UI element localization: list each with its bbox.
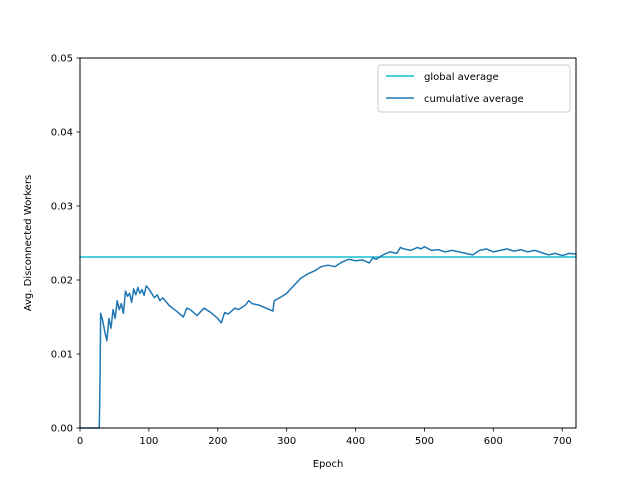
legend-label-global-average: global average (424, 72, 499, 83)
series-line-cumulative-average (79, 245, 577, 429)
y-tick-label: 0.04 (51, 128, 73, 139)
y-tick-label: 0.05 (51, 54, 73, 65)
x-axis-ticks: 0 100 200 300 400 500 600 700 (77, 428, 572, 447)
x-tick-label: 100 (139, 436, 158, 447)
x-tick-label: 700 (553, 436, 572, 447)
x-tick-label: 200 (208, 436, 227, 447)
y-axis-label: Avg. Disconnected Workers (23, 175, 34, 312)
legend-label-cumulative-average: cumulative average (424, 94, 524, 105)
x-axis-label: Epoch (313, 459, 344, 470)
legend-box (377, 64, 571, 113)
y-tick-label: 0.00 (51, 424, 73, 435)
legend: global average cumulative average (377, 64, 571, 113)
series-layer (79, 245, 577, 429)
x-tick-label: 600 (484, 436, 503, 447)
plot-frame (79, 57, 577, 429)
x-tick-label: 300 (277, 436, 296, 447)
x-tick-label: 500 (415, 436, 434, 447)
y-axis-ticks: 0.00 0.01 0.02 0.03 0.04 0.05 (51, 54, 80, 435)
y-tick-label: 0.01 (51, 350, 73, 361)
x-tick-label: 0 (77, 436, 83, 447)
x-tick-label: 400 (346, 436, 365, 447)
plot-area (80, 58, 576, 428)
y-tick-label: 0.02 (51, 276, 73, 287)
y-tick-label: 0.03 (51, 202, 73, 213)
